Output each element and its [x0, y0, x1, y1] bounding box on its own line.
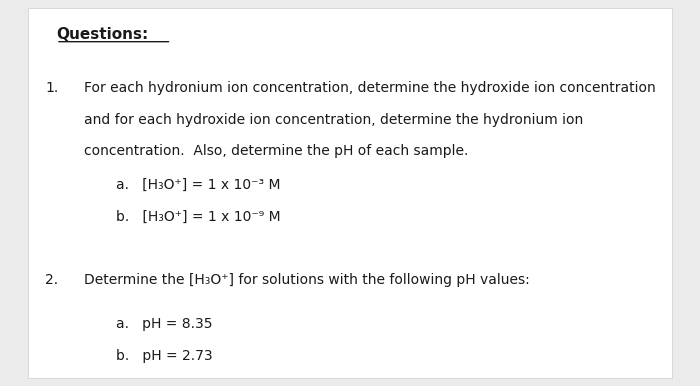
Text: b.   pH = 2.73: b. pH = 2.73 — [116, 349, 212, 363]
Text: b.   [H₃O⁺] = 1 x 10⁻⁹ M: b. [H₃O⁺] = 1 x 10⁻⁹ M — [116, 210, 280, 223]
Text: a.   pH = 8.35: a. pH = 8.35 — [116, 317, 212, 331]
Text: Determine the [H₃O⁺] for solutions with the following pH values:: Determine the [H₃O⁺] for solutions with … — [84, 273, 530, 287]
FancyBboxPatch shape — [28, 8, 672, 378]
Text: 2.: 2. — [46, 273, 59, 287]
Text: a.   [H₃O⁺] = 1 x 10⁻³ M: a. [H₃O⁺] = 1 x 10⁻³ M — [116, 178, 280, 192]
Text: For each hydronium ion concentration, determine the hydroxide ion concentration: For each hydronium ion concentration, de… — [84, 81, 656, 95]
Text: 1.: 1. — [46, 81, 59, 95]
Text: and for each hydroxide ion concentration, determine the hydronium ion: and for each hydroxide ion concentration… — [84, 113, 583, 127]
Text: Questions:: Questions: — [56, 27, 148, 42]
Text: concentration.  Also, determine the pH of each sample.: concentration. Also, determine the pH of… — [84, 144, 468, 158]
